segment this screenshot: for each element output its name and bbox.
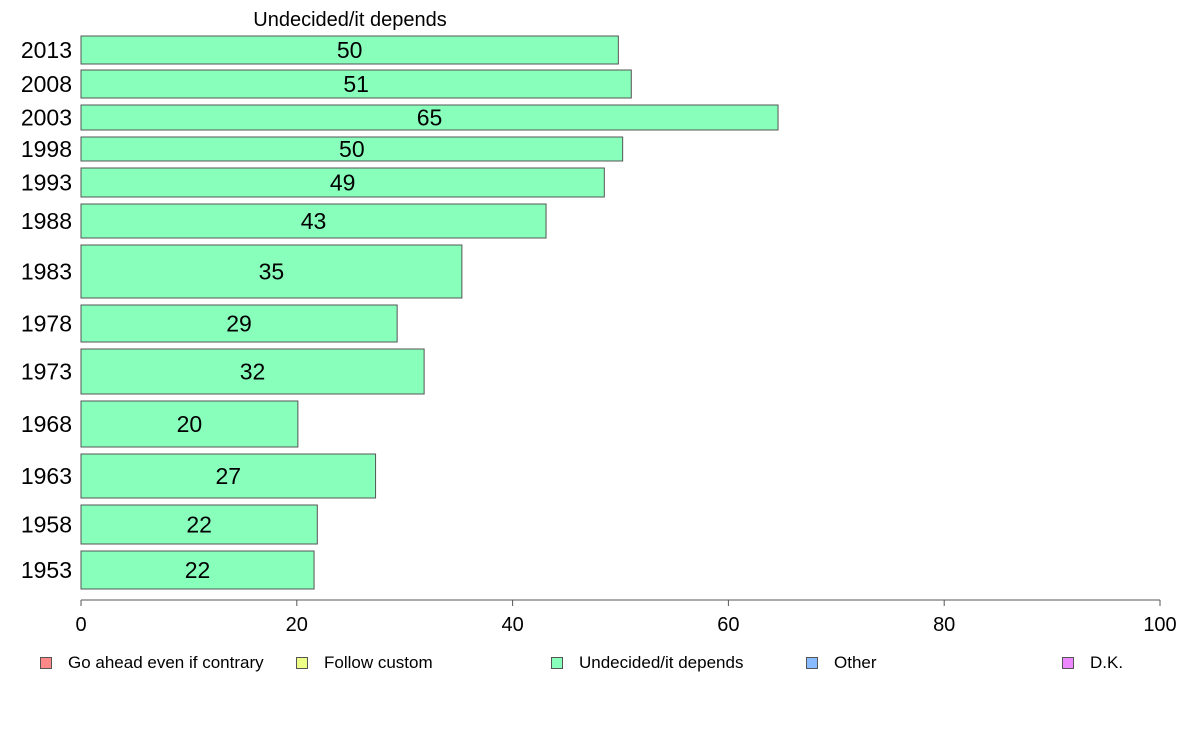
x-tick-label: 20 xyxy=(286,614,308,636)
bar xyxy=(80,104,779,131)
category-label: 1993 xyxy=(21,170,72,196)
legend-label: Go ahead even if contrary xyxy=(68,653,264,672)
category-label: 2008 xyxy=(21,71,72,97)
bar xyxy=(80,550,315,590)
legend-swatch xyxy=(40,657,52,669)
category-label: 1983 xyxy=(21,259,72,285)
x-tick-label: 100 xyxy=(1143,614,1176,636)
bar xyxy=(80,400,299,448)
data-label: 50 xyxy=(337,37,363,63)
bar xyxy=(80,453,377,499)
data-label: 35 xyxy=(259,259,285,285)
data-label: 43 xyxy=(301,208,327,234)
data-label: 22 xyxy=(185,557,211,583)
legend-item-follow-custom: Follow custom xyxy=(296,653,433,673)
bar xyxy=(80,35,619,65)
bar xyxy=(80,244,463,299)
bar xyxy=(80,167,605,198)
data-label: 20 xyxy=(177,411,203,437)
category-label: 1978 xyxy=(21,311,72,337)
data-label: 22 xyxy=(186,512,212,538)
category-label: 2013 xyxy=(21,37,72,63)
legend: Go ahead even if contrary Follow custom … xyxy=(0,653,1188,675)
legend-swatch xyxy=(1062,657,1074,669)
data-label: 65 xyxy=(417,105,443,131)
legend-label: Undecided/it depends xyxy=(579,653,744,672)
legend-label: Follow custom xyxy=(324,653,433,672)
legend-label: Other xyxy=(834,653,877,672)
bar xyxy=(80,69,632,99)
x-axis: 0 20 40 60 80 100 xyxy=(75,599,1177,636)
category-label: 1998 xyxy=(21,136,72,162)
x-tick-label: 40 xyxy=(501,614,523,636)
x-tick-label: 80 xyxy=(933,614,955,636)
x-tick-label: 0 xyxy=(75,614,86,636)
data-label: 49 xyxy=(330,170,356,196)
data-label: 29 xyxy=(226,311,252,337)
legend-item-other: Other xyxy=(806,653,877,673)
category-label: 1963 xyxy=(21,463,72,489)
category-label: 1988 xyxy=(21,208,72,234)
bar xyxy=(80,304,398,343)
legend-swatch xyxy=(551,657,563,669)
bar xyxy=(80,203,547,239)
legend-label: D.K. xyxy=(1090,653,1124,672)
legend-item-dk: D.K. xyxy=(1062,653,1123,673)
legend-swatch xyxy=(806,657,818,669)
x-tick-label: 60 xyxy=(717,614,739,636)
category-label: 1968 xyxy=(21,411,72,437)
bar xyxy=(80,136,624,162)
category-label: 1973 xyxy=(21,359,72,385)
legend-swatch xyxy=(296,657,308,669)
legend-item-go-ahead: Go ahead even if contrary xyxy=(40,653,264,673)
bar xyxy=(80,348,425,395)
category-label: 1958 xyxy=(21,512,72,538)
data-label: 32 xyxy=(240,359,266,385)
bar xyxy=(80,504,318,545)
category-label: 2003 xyxy=(21,105,72,131)
category-label: 1953 xyxy=(21,557,72,583)
legend-item-undecided: Undecided/it depends xyxy=(551,653,743,673)
data-label: 51 xyxy=(343,71,369,97)
chart-title: Undecided/it depends xyxy=(253,9,446,31)
data-label: 50 xyxy=(339,136,365,162)
data-label: 27 xyxy=(215,463,241,489)
